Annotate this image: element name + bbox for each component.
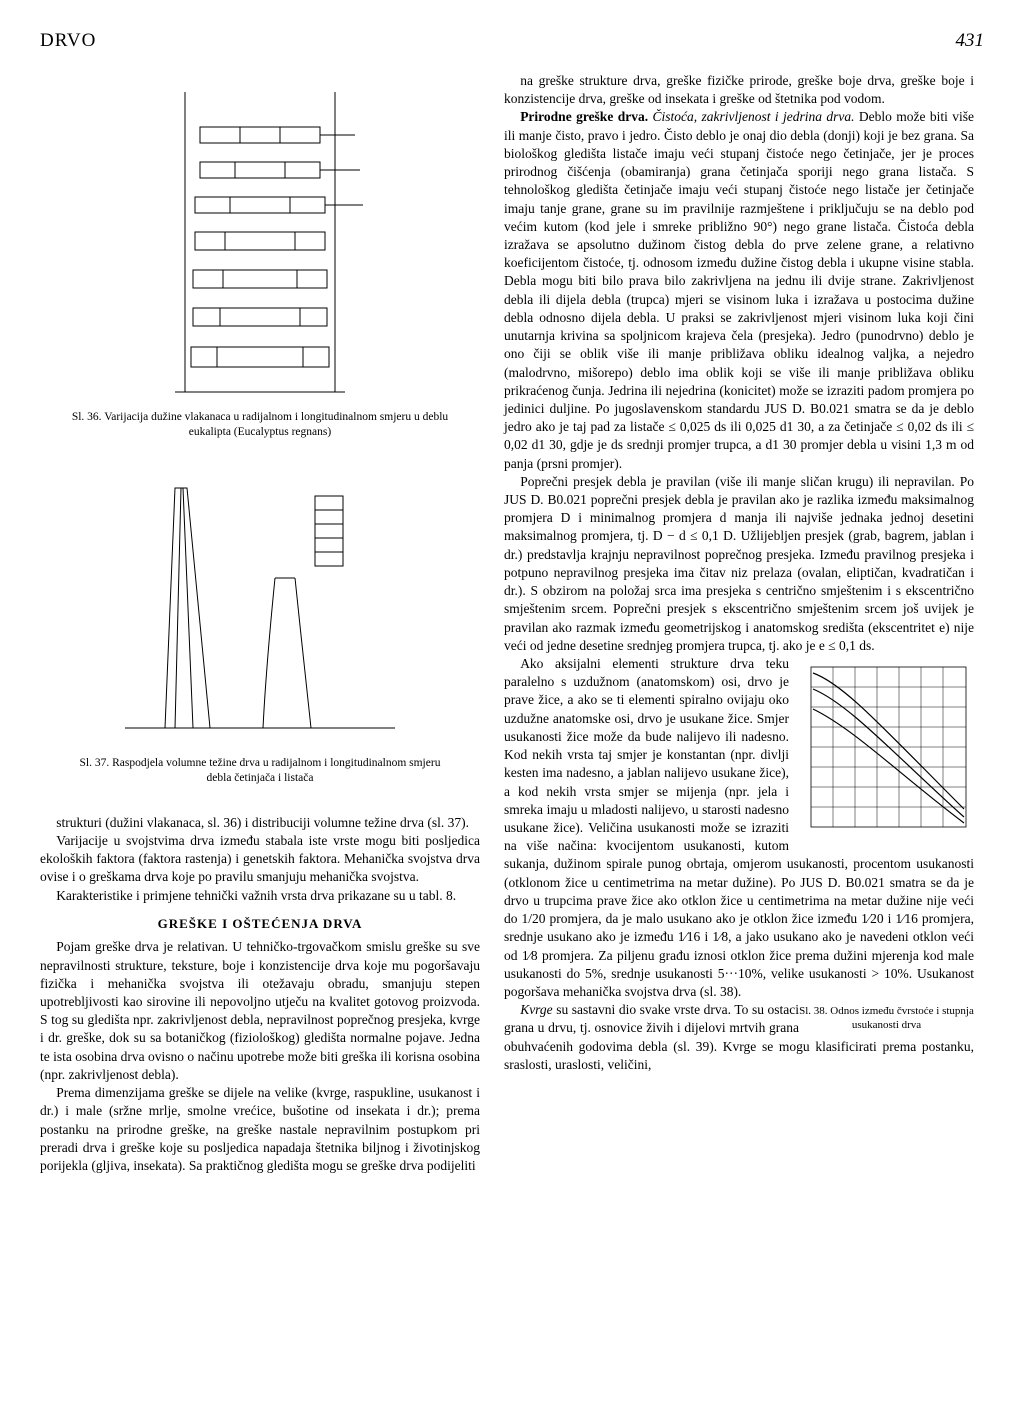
page-number: 431: [956, 30, 985, 52]
right-p2: Prirodne greške drva. Čistoća, zakrivlje…: [504, 108, 974, 472]
right-column: na greške strukture drva, greške fizičke…: [504, 72, 974, 1175]
right-p5-italic: Kvrge: [520, 1002, 553, 1017]
right-p1: na greške strukture drva, greške fizičke…: [504, 72, 974, 108]
figure-36-image: [145, 72, 375, 402]
figure-36-caption: Sl. 36. Varijacija dužine vlakanaca u ra…: [40, 410, 480, 440]
figure-37-caption: Sl. 37. Raspodjela volumne težine drva u…: [40, 756, 480, 786]
figure-38: [799, 659, 974, 839]
left-p2: Varijacije u svojstvima drva između stab…: [40, 832, 480, 887]
left-p4: Pojam greške drva je relativan. U tehnič…: [40, 938, 480, 1084]
left-body-text: strukturi (dužini vlakanaca, sl. 36) i d…: [40, 814, 480, 1175]
right-p3: Poprečni presjek debla je pravilan (više…: [504, 473, 974, 655]
figure-37-image: [115, 468, 405, 748]
left-p1: strukturi (dužini vlakanaca, sl. 36) i d…: [40, 814, 480, 832]
right-p2-text: Deblo može biti više ili manje čisto, pr…: [504, 109, 974, 470]
right-p2-bold: Prirodne greške drva.: [520, 109, 648, 124]
right-p2-italic: Čistoća, zakrivljenost i jedrina drva.: [648, 109, 854, 124]
figure-37: Sl. 37. Raspodjela volumne težine drva u…: [40, 468, 480, 802]
content-columns: Sl. 36. Varijacija dužine vlakanaca u ra…: [40, 72, 984, 1175]
figure-36: Sl. 36. Varijacija dužine vlakanaca u ra…: [40, 72, 480, 456]
figure-38-caption: Sl. 38. Odnos između čvrstoće i stupnja …: [799, 1005, 974, 1033]
left-column: Sl. 36. Varijacija dužine vlakanaca u ra…: [40, 72, 480, 1175]
left-p3: Karakteristike i primjene tehnički važni…: [40, 887, 480, 905]
header-title: DRVO: [40, 30, 96, 52]
page-header: DRVO 431: [40, 30, 984, 52]
left-p5: Prema dimenzijama greške se dijele na ve…: [40, 1084, 480, 1175]
section-heading: GREŠKE I OŠTEĆENJA DRVA: [40, 915, 480, 933]
